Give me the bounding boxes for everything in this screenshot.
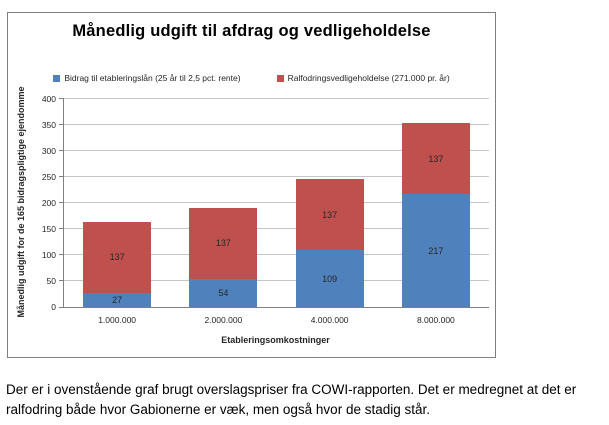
legend-swatch-red-icon: [276, 74, 284, 82]
gridline: [64, 124, 489, 125]
gridline: [64, 202, 489, 203]
x-axis-title: Etableringsomkostninger: [221, 335, 330, 345]
legend-label: Ralfodringsvedligeholdelse (271.000 pr. …: [287, 73, 450, 83]
chart-legend: Bidrag til etableringslån (25 år til 2,5…: [8, 73, 495, 83]
y-tick-label: 200: [41, 198, 56, 208]
y-tick-mark: [59, 150, 64, 151]
y-tick-mark: [59, 202, 64, 203]
bar-value-label: 137: [322, 209, 338, 220]
y-tick-label: 50: [46, 276, 56, 286]
plot-area: 0 50 100 150 200 250 300 350 400 27 137 1.000.000 54…: [42, 94, 489, 325]
bar-value-label: 137: [215, 238, 231, 249]
y-tick-label: 400: [41, 94, 56, 104]
gridline: [64, 98, 489, 99]
chart-title: Månedlig udgift til afdrag og vedligehol…: [72, 22, 431, 40]
gridline: [64, 228, 489, 229]
y-tick-mark: [59, 228, 64, 229]
bar-segment-series-0: 109: [295, 250, 364, 307]
bar-value-label: 54: [218, 287, 229, 298]
x-tick-label: 8.000.000: [416, 315, 455, 325]
gridline: [64, 176, 489, 177]
gridline: [64, 280, 489, 281]
bar-segment-series-1: 137: [295, 179, 364, 251]
x-tick-label: 1.000.000: [98, 315, 137, 325]
x-tick-label: 2.000.000: [204, 315, 243, 325]
y-tick-mark: [59, 280, 64, 281]
legend-item-etableringslaan: Bidrag til etableringslån (25 år til 2,5…: [53, 73, 241, 83]
y-tick-label: 100: [41, 250, 56, 260]
caption-line-1: Der er i ovenstående graf brugt overslag…: [6, 381, 577, 397]
chart: Månedlig udgift til afdrag og vedligehol…: [7, 12, 496, 358]
caption-text: Der er i ovenstående graf brugt overslag…: [6, 380, 603, 420]
bar-segment-series-1: 137: [189, 207, 258, 279]
y-tick-mark: [59, 124, 64, 125]
bar-segment-series-1: 137: [401, 122, 470, 195]
bar-value-label: 27: [112, 294, 123, 305]
y-tick-label: 250: [41, 172, 56, 182]
gridline: [64, 150, 489, 151]
y-tick-mark: [59, 98, 64, 99]
legend-swatch-blue-icon: [53, 74, 61, 82]
bar-value-label: 137: [428, 153, 444, 164]
y-tick-mark: [59, 254, 64, 255]
bar-segment-series-1: 137: [83, 221, 152, 293]
legend-label: Bidrag til etableringslån (25 år til 2,5…: [64, 73, 241, 83]
legend-item-ralfodring: Ralfodringsvedligeholdelse (271.000 pr. …: [276, 73, 450, 83]
y-tick-mark: [59, 176, 64, 177]
bar-value-label: 109: [322, 273, 338, 284]
y-tick-label: 300: [41, 146, 56, 156]
y-tick-mark: [59, 307, 64, 308]
gridline: [64, 254, 489, 255]
bar-segment-series-0: 54: [189, 278, 258, 307]
bar-segment-series-0: 217: [401, 194, 470, 307]
caption-line-2: ralfodring både hvor Gabionerne er væk, …: [6, 401, 430, 417]
bar-value-label: 217: [428, 245, 444, 256]
bar-value-label: 137: [109, 252, 125, 263]
y-axis-title: Månedlig udgift for de 165 bidragspligti…: [16, 86, 26, 318]
y-tick-label: 150: [41, 224, 56, 234]
bar-segment-series-0: 27: [83, 292, 152, 307]
y-tick-label: 0: [51, 302, 56, 312]
x-tick-label: 4.000.000: [310, 315, 349, 325]
y-tick-label: 350: [41, 120, 56, 130]
